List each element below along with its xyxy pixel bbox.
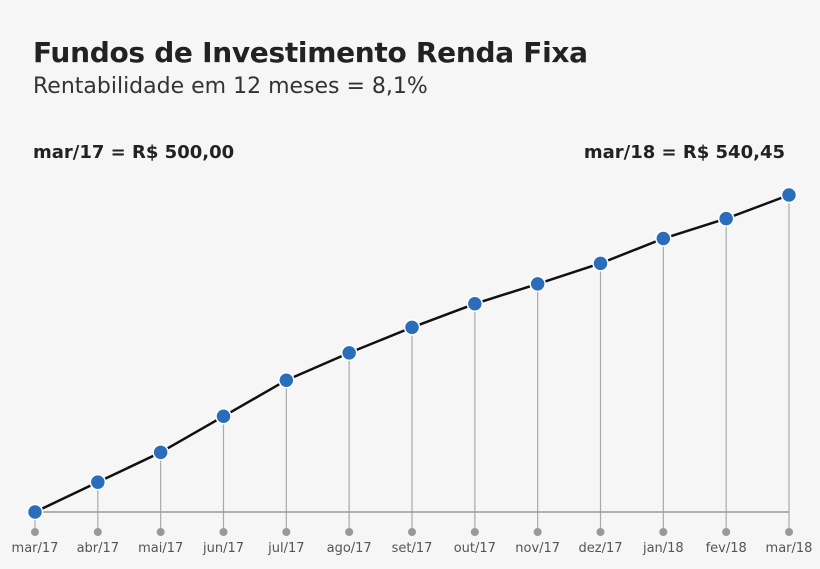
x-tick-dot [345, 528, 354, 536]
x-tick-dot [282, 528, 291, 536]
data-point[interactable] [215, 408, 232, 425]
x-tick-dot [533, 528, 542, 536]
data-point[interactable] [466, 295, 484, 313]
data-point[interactable] [655, 230, 672, 247]
data-point[interactable] [340, 344, 358, 362]
data-point[interactable] [780, 186, 798, 204]
data-point[interactable] [592, 255, 609, 272]
x-tick-dot [659, 528, 668, 536]
x-tick-dot [722, 528, 731, 536]
data-point[interactable] [529, 275, 546, 293]
x-tick-label: nov/17 [515, 541, 560, 556]
x-tick-dot [93, 528, 102, 536]
x-tick-label: abr/17 [77, 541, 120, 556]
x-tick-label: dez/17 [579, 541, 623, 556]
chart-subtitle: Rentabilidade em 12 meses = 8,1% [33, 74, 428, 99]
x-tick-dot [785, 528, 793, 536]
x-tick-dot [470, 528, 479, 536]
data-points [26, 186, 798, 521]
x-tick-label: jun/17 [202, 541, 244, 556]
start-value-annotation: mar/17 = R$ 500,00 [33, 142, 235, 163]
x-tick-label: ago/17 [327, 541, 372, 556]
x-tick-dot [31, 528, 39, 536]
x-tick-dot [219, 528, 228, 536]
x-tick-label: set/17 [392, 541, 433, 556]
x-tick-dot [156, 528, 165, 536]
chart-title: Fundos de Investimento Renda Fixa [33, 36, 588, 69]
x-tick-labels: mar/17 abr/17 mai/17 jun/17 jul/17 ago/17 set/… [12, 541, 813, 556]
x-tick-label: jan/18 [642, 541, 684, 556]
data-point[interactable] [26, 503, 44, 521]
x-tick-dot [596, 528, 605, 536]
data-point[interactable] [89, 473, 107, 491]
x-tick-label: out/17 [454, 541, 496, 556]
x-tick-label: mai/17 [138, 541, 183, 556]
data-point[interactable] [717, 210, 735, 227]
x-tick-dots [31, 528, 793, 536]
x-tick-label: mar/18 [766, 541, 813, 556]
x-tick-label: fev/18 [706, 541, 747, 556]
data-point[interactable] [403, 319, 421, 336]
data-point[interactable] [278, 371, 295, 389]
x-tick-label: jul/17 [267, 541, 304, 556]
x-tick-dot [408, 528, 416, 536]
stem-lines [34, 195, 790, 532]
x-tick-label: mar/17 [12, 541, 59, 556]
data-point[interactable] [152, 444, 169, 461]
end-value-annotation: mar/18 = R$ 540,45 [583, 142, 785, 163]
